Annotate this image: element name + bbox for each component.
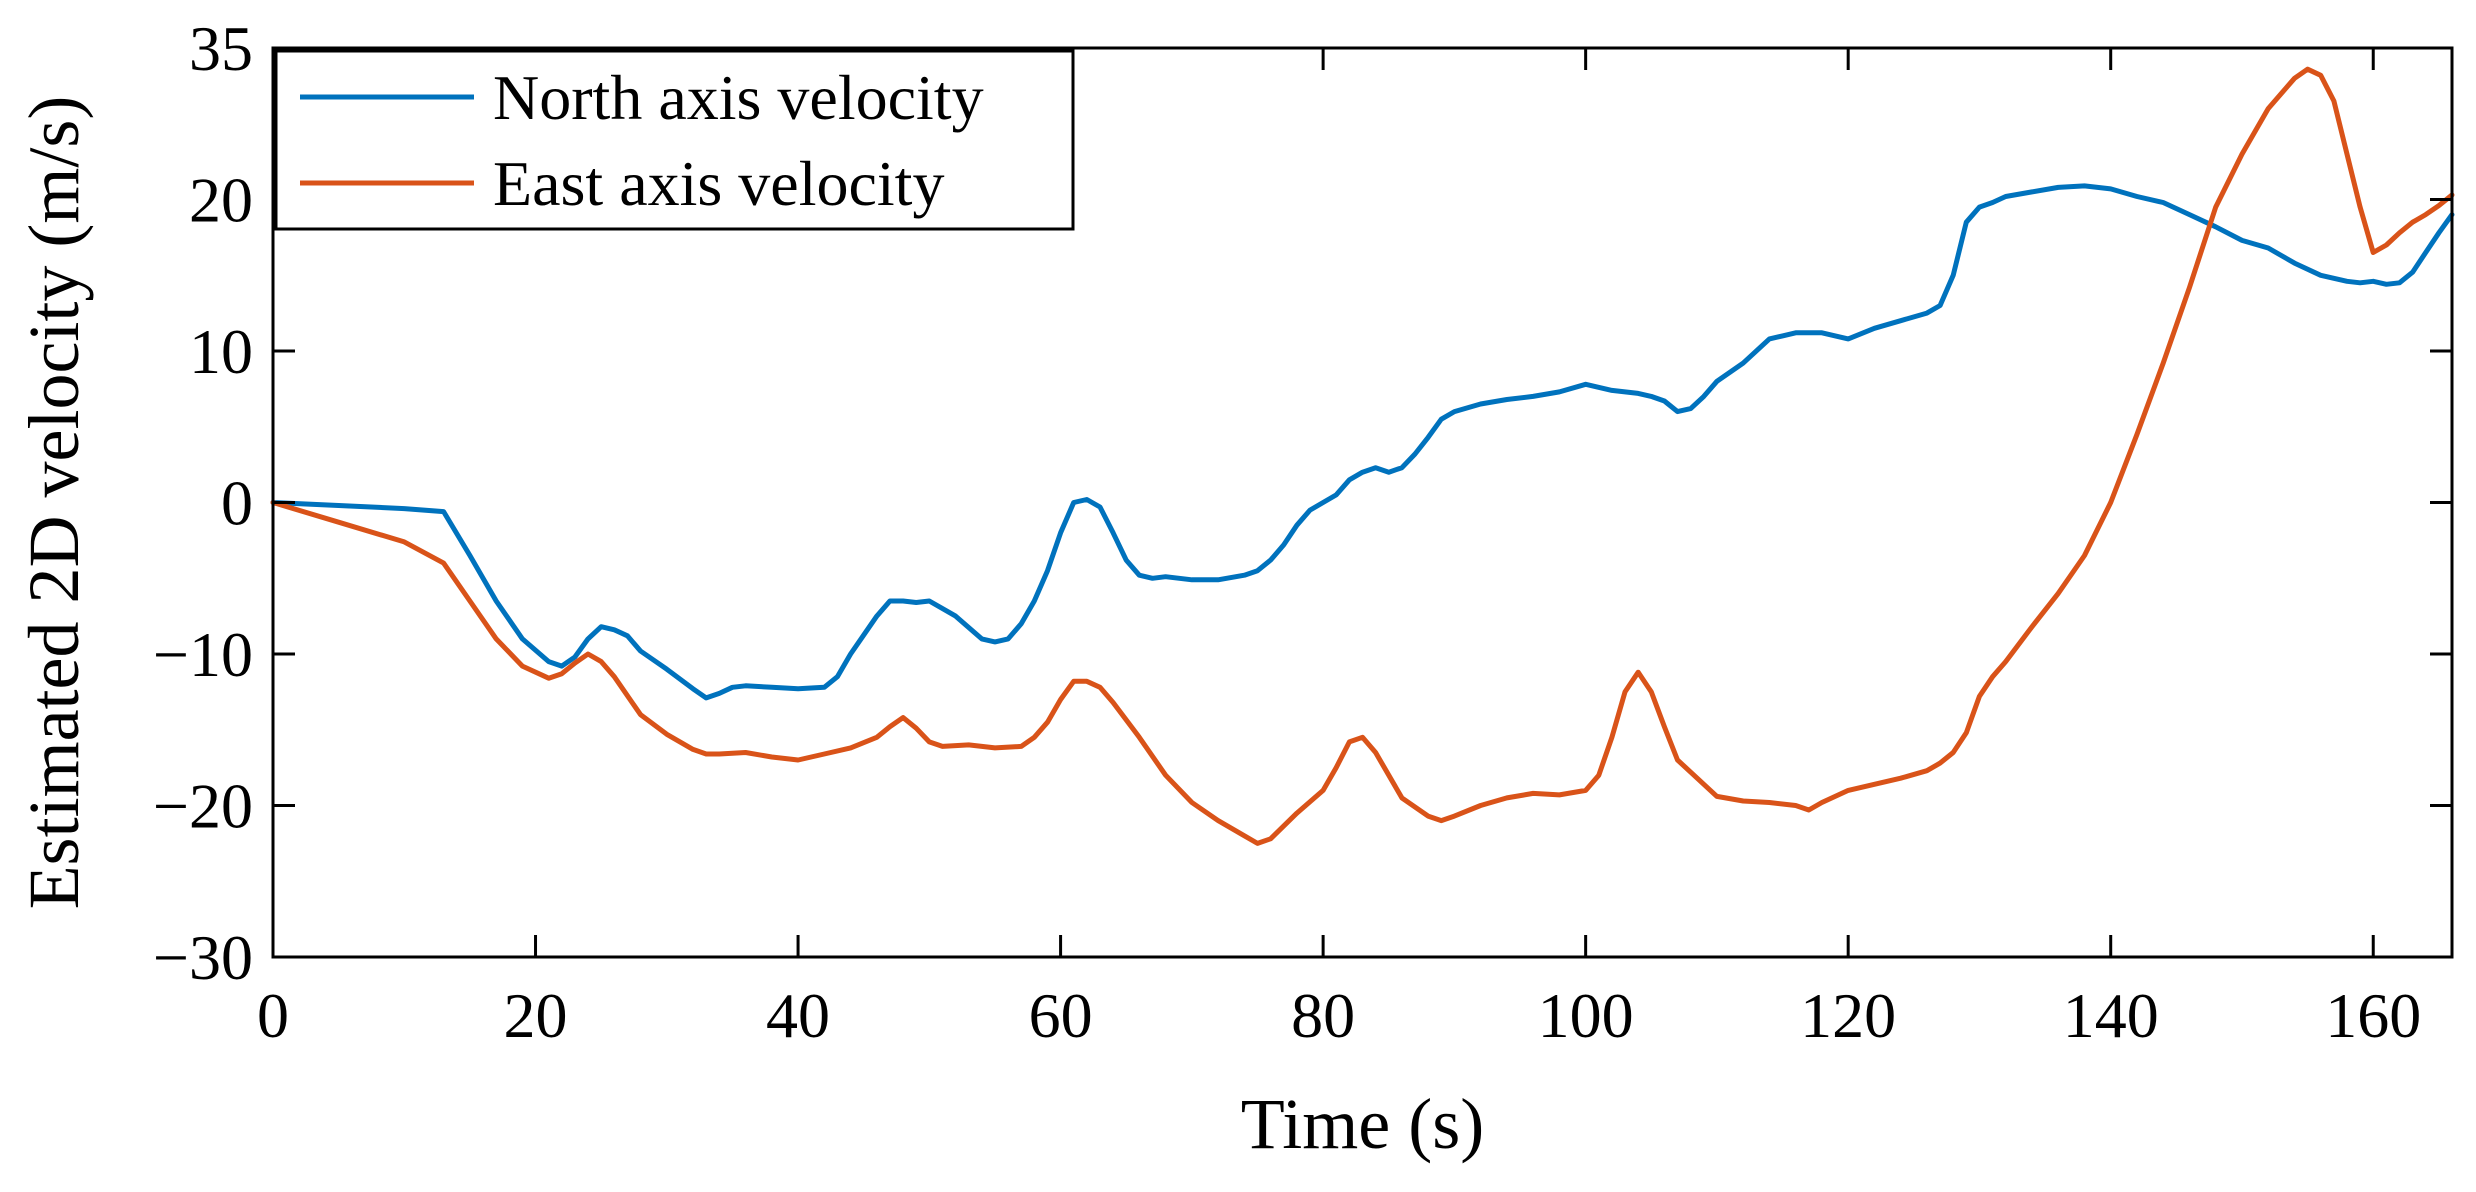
x-tick-label: 60 xyxy=(1029,980,1093,1051)
x-tick-label: 140 xyxy=(2063,980,2159,1051)
y-tick-label: 10 xyxy=(189,316,253,387)
x-tick-label: 100 xyxy=(1538,980,1634,1051)
legend-box xyxy=(274,49,1075,231)
x-tick-label: 160 xyxy=(2325,980,2421,1051)
y-axis-title: Estimated 2D velocity (m/s) xyxy=(14,96,94,910)
x-axis-title: Time (s) xyxy=(1241,1084,1484,1164)
y-tick-label: 0 xyxy=(221,468,253,539)
legend-label: North axis velocity xyxy=(493,62,984,133)
x-tick-label: 20 xyxy=(504,980,568,1051)
y-tick-label: −10 xyxy=(153,619,253,690)
series-line-north xyxy=(270,183,2455,701)
series-line-east xyxy=(270,66,2455,846)
x-tick-label: 40 xyxy=(766,980,830,1051)
legend: North axis velocity East axis velocity xyxy=(274,49,1075,231)
x-tick-label: 80 xyxy=(1291,980,1355,1051)
x-tick-label: 0 xyxy=(257,980,289,1051)
y-tick-label: −30 xyxy=(153,922,253,993)
y-tick-label: −20 xyxy=(153,771,253,842)
x-tick-label: 120 xyxy=(1800,980,1896,1051)
legend-label: East axis velocity xyxy=(493,148,944,219)
y-tick-label: 20 xyxy=(189,165,253,236)
series-layer xyxy=(270,66,2455,846)
y-tick-label: 35 xyxy=(189,13,253,84)
